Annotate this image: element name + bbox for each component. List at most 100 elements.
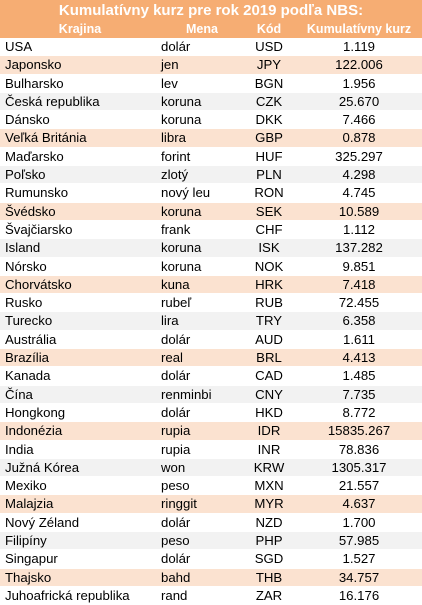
cell-currency: dolár: [161, 404, 191, 420]
table-row: Bulharsko lev BGN 1.956: [0, 74, 422, 93]
cell-code: PLN: [256, 167, 282, 183]
cell-country: Švédsko: [5, 203, 56, 219]
cell-currency: peso: [161, 533, 190, 549]
cell-country: Dánsko: [5, 112, 50, 128]
table-row: Kanada dolár CAD 1.485: [0, 367, 422, 386]
cell-currency: lira: [161, 313, 179, 329]
cell-country: Filipíny: [5, 533, 47, 549]
cell-rate: 4.298: [342, 167, 376, 183]
cell-code: NZD: [255, 514, 283, 530]
cell-code: IDR: [257, 423, 281, 439]
table-row: USA dolár USD 1.119: [0, 38, 422, 57]
cell-code: BRL: [256, 350, 282, 366]
table-row: Thajsko bahd THB 34.757: [0, 568, 422, 587]
cell-code: DKK: [255, 112, 283, 128]
cell-code: CNY: [255, 386, 283, 402]
header-rate: Kumulatívny kurz: [306, 22, 412, 36]
cell-rate: 1.700: [342, 514, 376, 530]
table-row: Švajčiarsko frank CHF 1.112: [0, 220, 422, 240]
cell-rate: 1.119: [342, 39, 376, 54]
cell-country: Juhoafrická republika: [5, 587, 130, 603]
cell-code: ISK: [258, 240, 280, 256]
table-row: Rumunsko nový leu RON 4.745: [0, 184, 422, 203]
cell-currency: ringgit: [161, 496, 197, 512]
cell-code: SEK: [255, 203, 283, 219]
cell-currency: kuna: [161, 276, 190, 292]
cell-currency: peso: [161, 478, 190, 494]
cell-country: Mexiko: [5, 478, 47, 494]
cell-country: Hongkong: [5, 404, 66, 420]
cell-currency: frank: [161, 221, 191, 237]
table-row: Brazília real BRL 4.413: [0, 349, 422, 368]
cell-rate: 57.985: [338, 533, 380, 549]
cell-code: NOK: [254, 258, 284, 274]
table-row: Austrália dolár AUD 1.611: [0, 330, 422, 350]
cell-rate: 7.418: [342, 276, 376, 292]
cell-country: Kanada: [5, 368, 51, 384]
table-row: Nórsko koruna NOK 9.851: [0, 257, 422, 276]
cell-country: Bulharsko: [5, 75, 64, 91]
table-row: Nový Zéland dolár NZD 1.700: [0, 513, 422, 533]
cell-rate: 1.611: [342, 331, 376, 347]
cell-country: Austrália: [5, 331, 57, 347]
cell-country: Brazília: [5, 350, 49, 366]
cell-currency: koruna: [161, 203, 202, 219]
cell-rate: 15835.267: [327, 423, 391, 439]
cell-country: Česká republika: [5, 93, 100, 109]
cell-country: Singapur: [5, 551, 58, 567]
cell-rate: 34.757: [338, 569, 380, 585]
cell-code: SGD: [254, 551, 284, 567]
cell-code: USD: [255, 39, 283, 54]
cell-currency: bahd: [161, 569, 191, 585]
cell-currency: won: [161, 459, 186, 475]
cell-code: HKD: [255, 404, 283, 420]
header-currency: Mena: [186, 22, 218, 36]
cell-currency: koruna: [161, 112, 202, 128]
cell-country: Rumunsko: [5, 185, 69, 201]
cell-rate: 10.589: [338, 203, 380, 219]
table-row: Turecko lira TRY 6.358: [0, 312, 422, 331]
table-row: Juhoafrická republika rand ZAR 16.176: [0, 586, 422, 605]
cell-country: Indonézia: [5, 423, 63, 439]
cell-code: BGN: [254, 75, 284, 91]
header-country: Krajina: [58, 22, 102, 36]
cell-rate: 4.413: [342, 350, 376, 366]
cell-currency: libra: [161, 130, 186, 146]
cell-country: Malajzia: [5, 496, 54, 512]
table-row: Filipíny peso PHP 57.985: [0, 532, 422, 551]
cell-currency: rand: [161, 587, 188, 603]
cell-currency: dolár: [161, 39, 191, 54]
cell-code: RUB: [255, 295, 283, 311]
cell-rate: 16.176: [338, 587, 380, 603]
cell-country: USA: [5, 39, 33, 54]
table-row: Maďarsko forint HUF 325.297: [0, 147, 422, 167]
cell-code: ZAR: [255, 587, 283, 603]
cell-country: Maďarsko: [5, 148, 64, 164]
cell-rate: 4.745: [342, 185, 376, 201]
cell-code: PHP: [255, 533, 283, 549]
cell-code: KRW: [253, 459, 285, 475]
cell-code: AUD: [255, 331, 283, 347]
cell-rate: 1.485: [342, 368, 376, 384]
cell-code: MXN: [254, 478, 284, 494]
cell-currency: rupia: [161, 441, 191, 457]
cell-rate: 6.358: [342, 313, 376, 329]
cell-code: GBP: [255, 130, 283, 146]
table-row: India rupia INR 78.836: [0, 440, 422, 459]
table-row: Poľsko zlotý PLN 4.298: [0, 166, 422, 185]
cell-code: TRY: [255, 313, 283, 329]
cell-currency: dolár: [161, 551, 191, 567]
cell-currency: forint: [161, 148, 191, 164]
table-row: Česká republika koruna CZK 25.670: [0, 92, 422, 112]
cell-code: INR: [257, 441, 281, 457]
table-row: Malajzia ringgit MYR 4.637: [0, 495, 422, 514]
cell-code: MYR: [254, 496, 284, 512]
cell-rate: 122.006: [335, 57, 383, 73]
cell-country: Južná Kórea: [5, 459, 80, 475]
cell-currency: koruna: [161, 93, 202, 109]
cell-code: CAD: [255, 368, 283, 384]
cell-currency: rubeľ: [161, 295, 192, 311]
table-row: Japonsko jen JPY 122.006: [0, 56, 422, 75]
cell-currency: jen: [161, 57, 179, 73]
table-row: Dánsko koruna DKK 7.466: [0, 111, 422, 130]
